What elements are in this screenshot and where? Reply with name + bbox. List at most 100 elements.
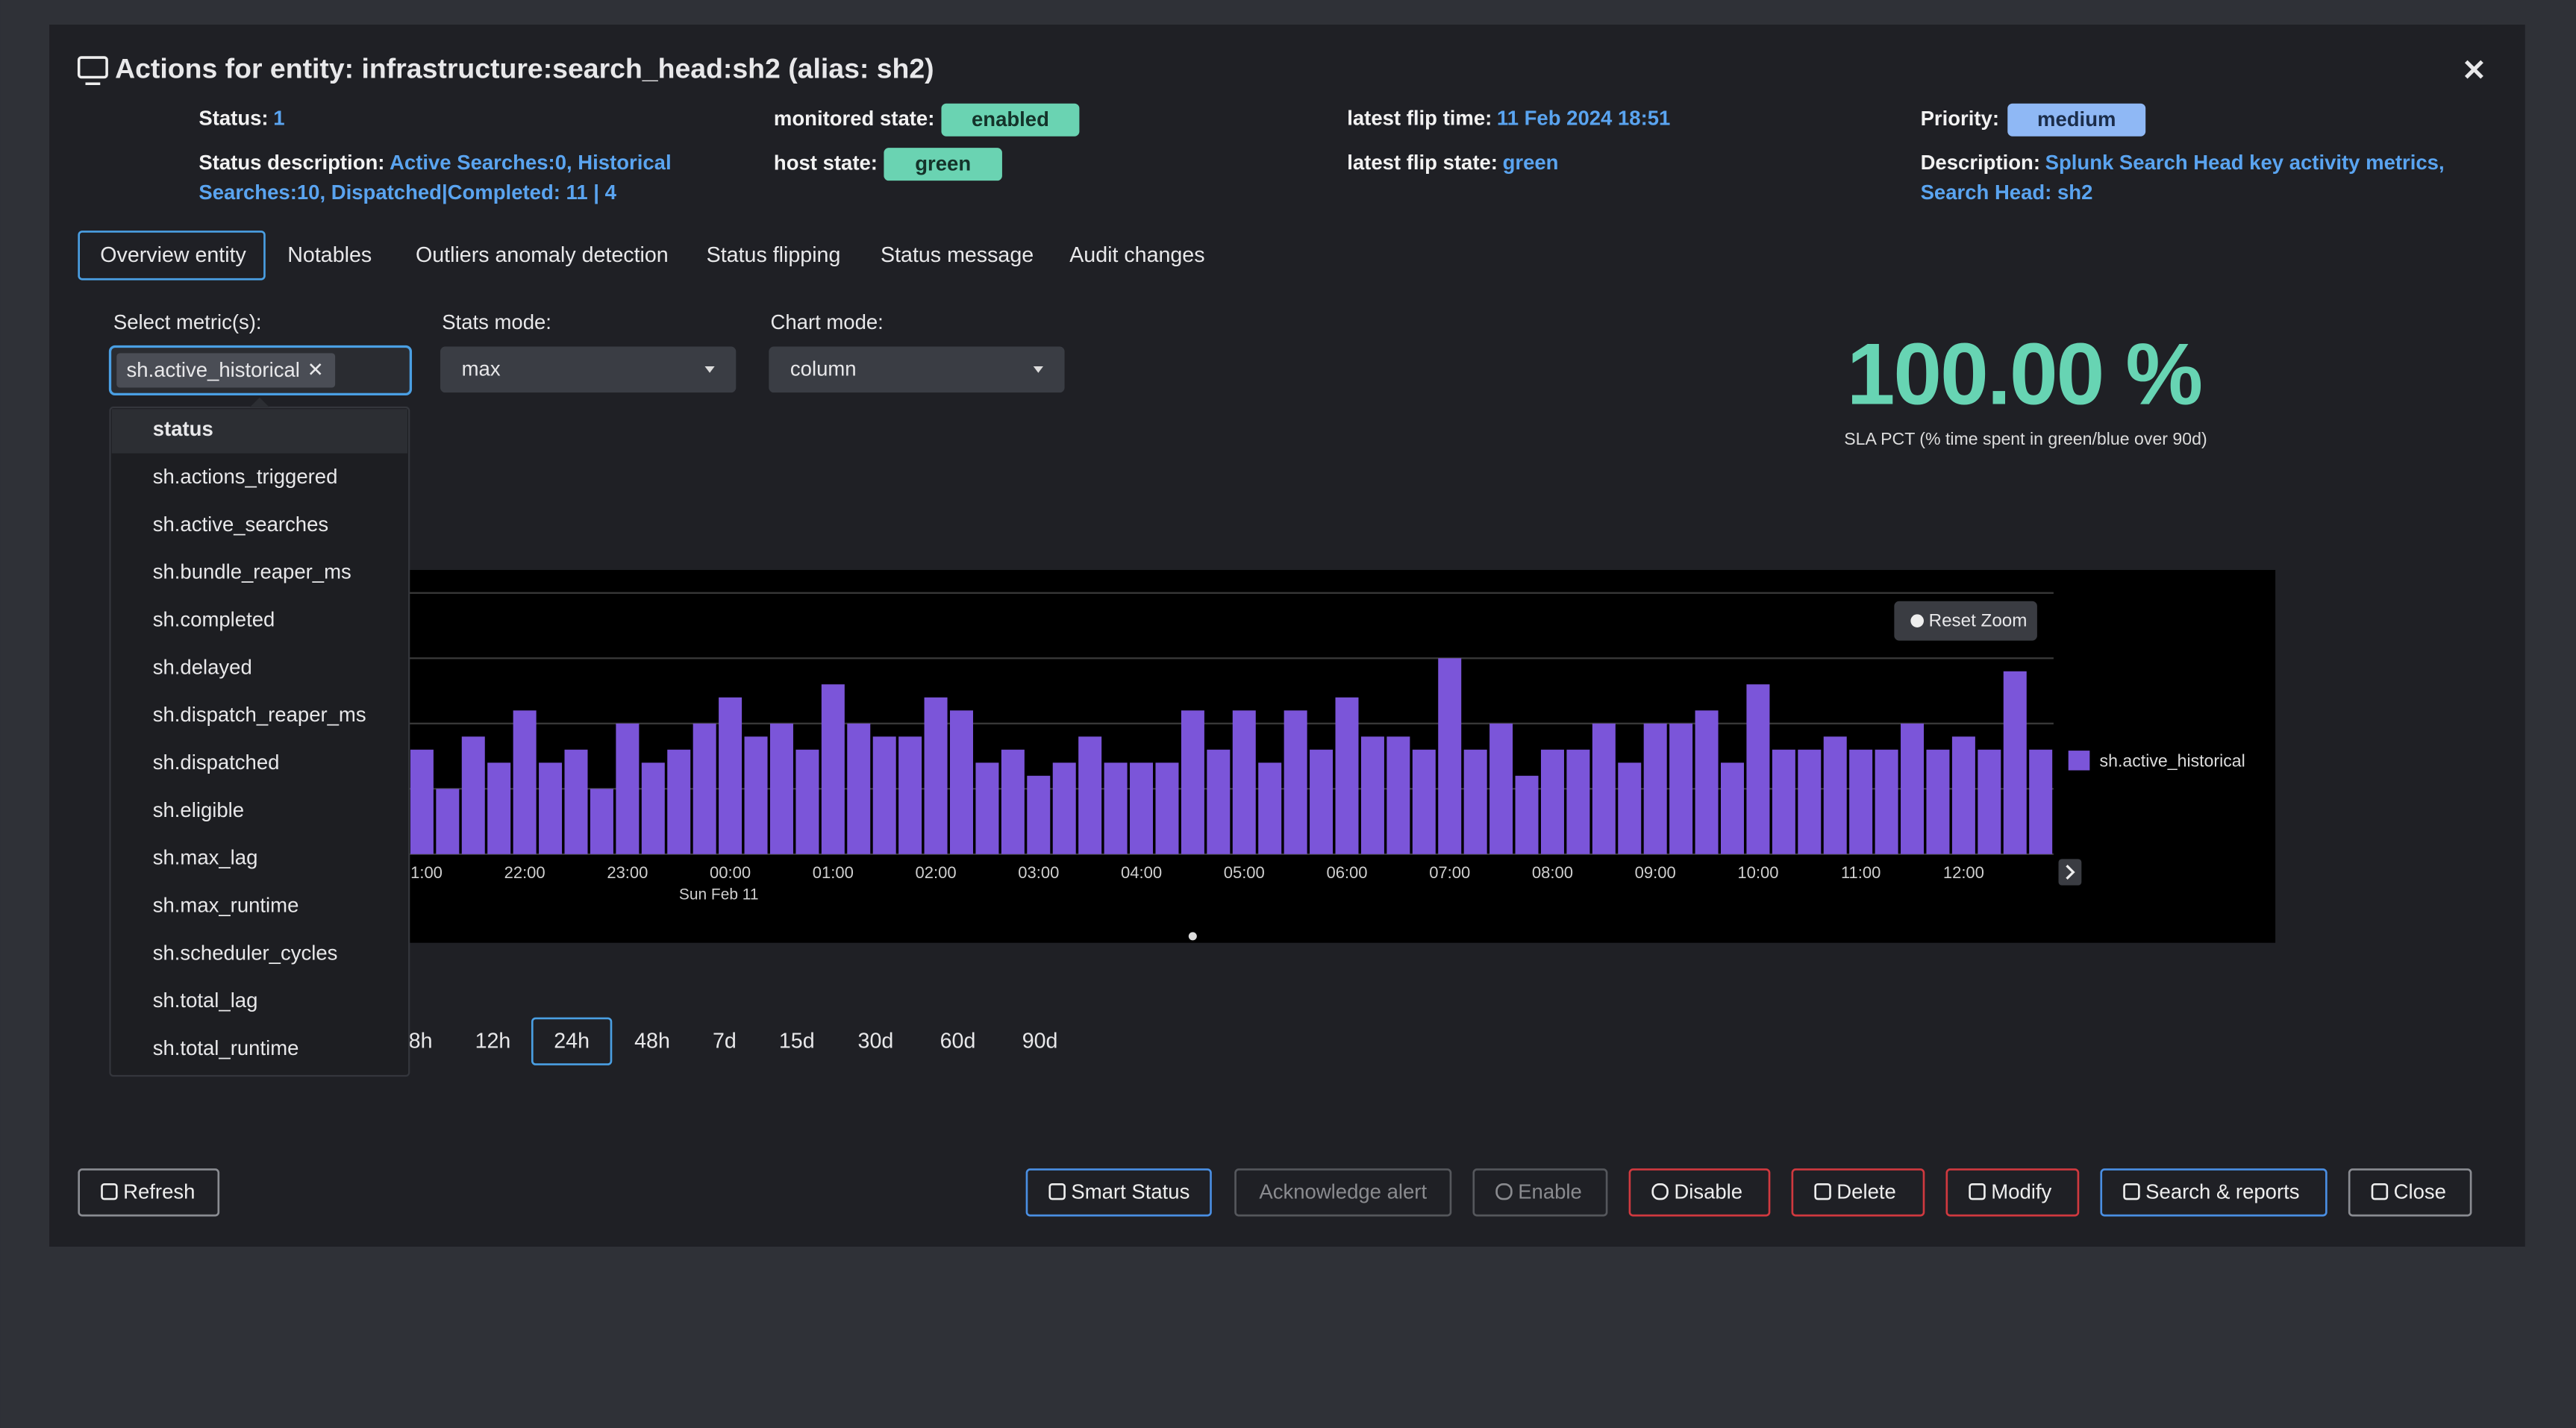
- action-button[interactable]: [2100, 1168, 2328, 1217]
- reset-zoom-button[interactable]: [1894, 601, 2037, 641]
- chip-remove[interactable]: ✕: [307, 359, 324, 381]
- metric-dropdown: status sh.actions_triggered sh.active_sear…: [109, 397, 410, 1077]
- field-label: latest flip state:: [1347, 151, 1498, 174]
- field-label: monitored state:: [774, 107, 934, 130]
- x-tick-label: 04:00: [1121, 863, 1162, 882]
- time-range[interactable]: 8h: [409, 1029, 433, 1053]
- stats-select[interactable]: [440, 346, 737, 393]
- time-range[interactable]: 90d: [1022, 1029, 1058, 1053]
- bar: [1643, 723, 1667, 854]
- flip-time: latest flip time: 11 Feb 2024 18:51: [1347, 107, 1670, 130]
- status-field: Status: 1: [198, 107, 284, 130]
- bar: [821, 684, 845, 854]
- bar: [872, 736, 896, 854]
- button-icon: [2371, 1183, 2389, 1200]
- metric-option[interactable]: sh.completed: [153, 607, 275, 630]
- metric-option[interactable]: sh.actions_triggered: [153, 465, 338, 488]
- time-range[interactable]: 12h: [475, 1029, 511, 1053]
- field-value: green: [1503, 151, 1559, 174]
- metric-option[interactable]: sh.eligible: [153, 798, 244, 821]
- bar: [693, 723, 716, 854]
- metric-option[interactable]: sh.dispatch_reaper_ms: [153, 703, 366, 726]
- reset-zoom-text: Reset Zoom: [1929, 611, 2028, 631]
- time-range[interactable]: 24h: [554, 1029, 590, 1053]
- chart-select[interactable]: [769, 346, 1065, 393]
- x-annotation: Sun Feb 11: [679, 886, 759, 903]
- bar: [1540, 749, 1564, 854]
- action-button[interactable]: [78, 1168, 220, 1217]
- bar: [487, 762, 511, 854]
- button-icon: [1048, 1183, 1066, 1200]
- metric-option[interactable]: sh.dispatched: [153, 751, 280, 774]
- tab[interactable]: Overview entity: [100, 243, 246, 267]
- field-value: Searches:10, Dispatched|Completed: 11 | …: [198, 181, 616, 204]
- time-range[interactable]: 15d: [779, 1029, 815, 1053]
- x-tick-label: 00:00: [710, 863, 751, 882]
- time-range[interactable]: 30d: [858, 1029, 894, 1053]
- action-button[interactable]: [1472, 1168, 1608, 1217]
- time-range[interactable]: 7d: [713, 1029, 737, 1053]
- time-range[interactable]: 48h: [634, 1029, 670, 1053]
- bar: [1489, 723, 1513, 854]
- tab[interactable]: Outliers anomaly detection: [416, 243, 669, 267]
- tab[interactable]: Notables: [287, 243, 372, 267]
- tab-active[interactable]: [78, 231, 266, 281]
- bar: [1130, 762, 1154, 854]
- select-value: column: [790, 357, 857, 381]
- time-range[interactable]: 60d: [940, 1029, 976, 1053]
- metric-option[interactable]: sh.total_runtime: [153, 1036, 299, 1059]
- action-button[interactable]: [1628, 1168, 1771, 1217]
- action-button[interactable]: [1025, 1168, 1212, 1217]
- tab[interactable]: Status flipping: [707, 243, 841, 267]
- dropdown-panel: [109, 406, 410, 1077]
- field-value: Search Head: sh2: [1921, 181, 2093, 204]
- button-icon: [2123, 1183, 2140, 1200]
- control-label: Chart mode:: [771, 310, 884, 333]
- range-selected[interactable]: [531, 1017, 613, 1065]
- bar: [1618, 762, 1642, 854]
- bar: [795, 749, 819, 854]
- bar: [1001, 749, 1025, 854]
- bar: [461, 736, 485, 854]
- field-value: Active Searches:0, Historical: [390, 151, 672, 174]
- close-x[interactable]: ✕: [2462, 54, 2486, 87]
- time-ranges: 8h 12h 24h 48h 7d 15d 30d 60d 90d: [409, 1017, 1058, 1065]
- tab[interactable]: Audit changes: [1069, 243, 1204, 267]
- caret: [704, 366, 715, 373]
- bar: [667, 749, 691, 854]
- metric-option[interactable]: sh.active_searches: [153, 513, 328, 536]
- legend-swatch: [2068, 751, 2090, 771]
- x-tick-label: 23:00: [607, 863, 648, 882]
- metric-option[interactable]: sh.bundle_reaper_ms: [153, 560, 351, 583]
- control-label: Stats mode:: [442, 310, 551, 333]
- metric-option[interactable]: sh.max_lag: [153, 846, 258, 869]
- action-button[interactable]: [1945, 1168, 2080, 1217]
- bar: [1104, 762, 1128, 854]
- action-button[interactable]: [1234, 1168, 1452, 1217]
- metric-option[interactable]: status: [153, 417, 213, 440]
- action-button[interactable]: [1791, 1168, 1925, 1217]
- modal-title: Actions for entity: infrastructure:searc…: [115, 53, 934, 84]
- metric-option[interactable]: sh.delayed: [153, 655, 252, 678]
- bar: [1232, 710, 1256, 854]
- caret: [1033, 366, 1043, 373]
- tab[interactable]: Status message: [881, 243, 1034, 267]
- bar: [898, 736, 922, 854]
- bar: [1207, 749, 1231, 854]
- bar: [1849, 749, 1873, 854]
- bar: [1978, 749, 2001, 854]
- metric-option[interactable]: sh.scheduler_cycles: [153, 941, 338, 964]
- action-button[interactable]: [2348, 1168, 2472, 1217]
- bar: [1951, 736, 1975, 854]
- bar: [1258, 762, 1282, 854]
- badge-text: medium: [2037, 107, 2116, 131]
- scroll-right[interactable]: [2058, 859, 2082, 886]
- bar: [1027, 775, 1051, 854]
- bar: [1926, 749, 1950, 854]
- metric-option[interactable]: sh.max_runtime: [153, 894, 299, 917]
- button-icon: [1814, 1183, 1831, 1200]
- button-label: Delete: [1836, 1180, 1896, 1203]
- tab-bar: Overview entity Notables Outliers anomaly …: [78, 231, 1205, 281]
- metric-option[interactable]: sh.total_lag: [153, 989, 258, 1012]
